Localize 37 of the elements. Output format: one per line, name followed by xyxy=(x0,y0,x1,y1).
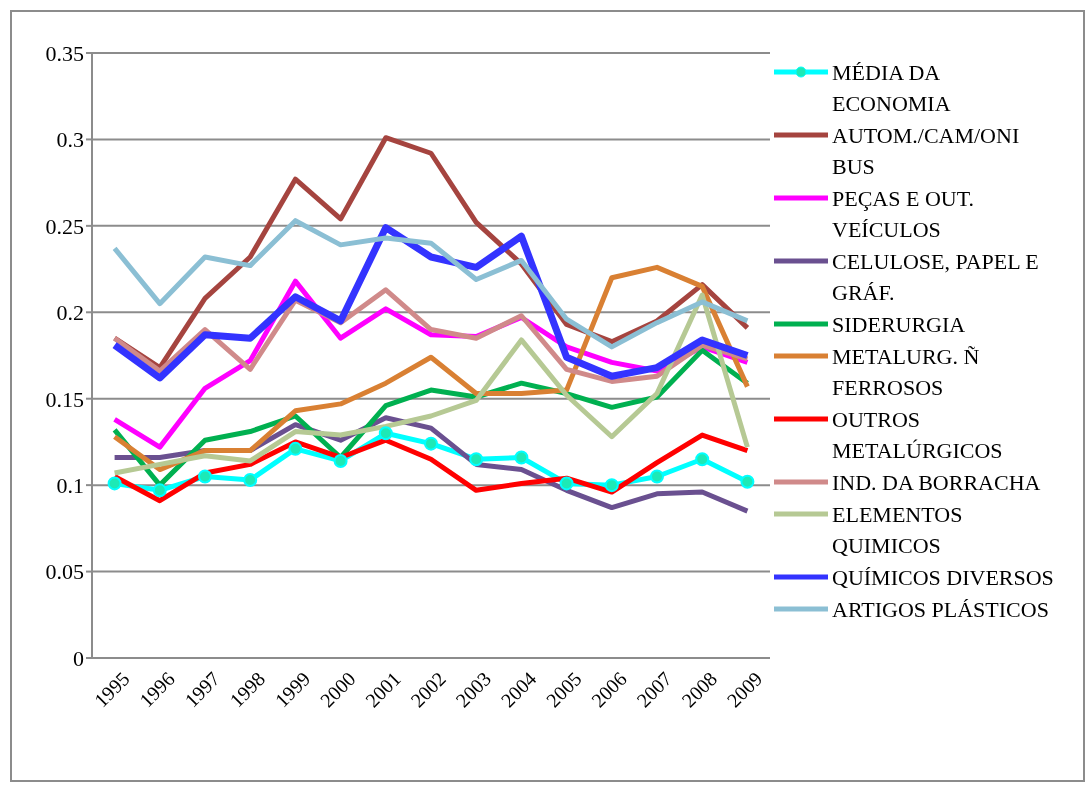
y-tick-label: 0 xyxy=(73,645,84,671)
legend-label: CELULOSE, PAPEL E GRÁF. xyxy=(832,248,1040,307)
legend-label: IND. DA BORRACHA xyxy=(832,469,1042,497)
legend-label: SIDERURGIA xyxy=(832,311,967,339)
legend-label: AUTOM./CAM/ONI BUS xyxy=(832,122,1021,181)
y-tick-label: 0.2 xyxy=(56,300,84,326)
legend-label: PEÇAS E OUT. VEÍCULOS xyxy=(832,185,975,244)
point xyxy=(424,436,438,451)
y-tick-label: 0.1 xyxy=(56,472,84,498)
legend-label: MÉDIA DA ECONOMIA xyxy=(832,59,952,118)
point xyxy=(650,469,664,484)
point xyxy=(604,478,619,493)
point xyxy=(243,472,258,487)
point xyxy=(514,450,529,465)
point xyxy=(288,441,303,456)
legend-label: OUTROS METALÚRGICOS xyxy=(832,406,1004,465)
legend-label: ELEMENTOS QUIMICOS xyxy=(832,501,964,560)
point xyxy=(378,426,393,441)
x-tick-label: 1999 xyxy=(270,667,315,712)
point xyxy=(469,452,484,467)
point xyxy=(695,452,710,467)
y-tick-label: 0.15 xyxy=(45,386,84,412)
y-tick-label: 0.05 xyxy=(45,559,84,585)
x-tick-label: 2001 xyxy=(360,667,405,712)
y-tick-label: 0.35 xyxy=(45,40,84,66)
point xyxy=(198,469,212,484)
point xyxy=(559,476,574,491)
point xyxy=(740,474,755,489)
legend-label: QUÍMICOS DIVERSOS xyxy=(832,564,1054,592)
y-tick-label: 0.25 xyxy=(45,213,84,239)
legend-label: ARTIGOS PLÁSTICOS xyxy=(832,596,1050,624)
x-tick-label: 1998 xyxy=(225,667,270,712)
point xyxy=(152,483,167,498)
point xyxy=(333,453,348,468)
point xyxy=(107,476,122,491)
legend-label: METALURG. Ñ FERROSOS xyxy=(832,343,981,402)
y-tick-label: 0.3 xyxy=(56,127,84,153)
